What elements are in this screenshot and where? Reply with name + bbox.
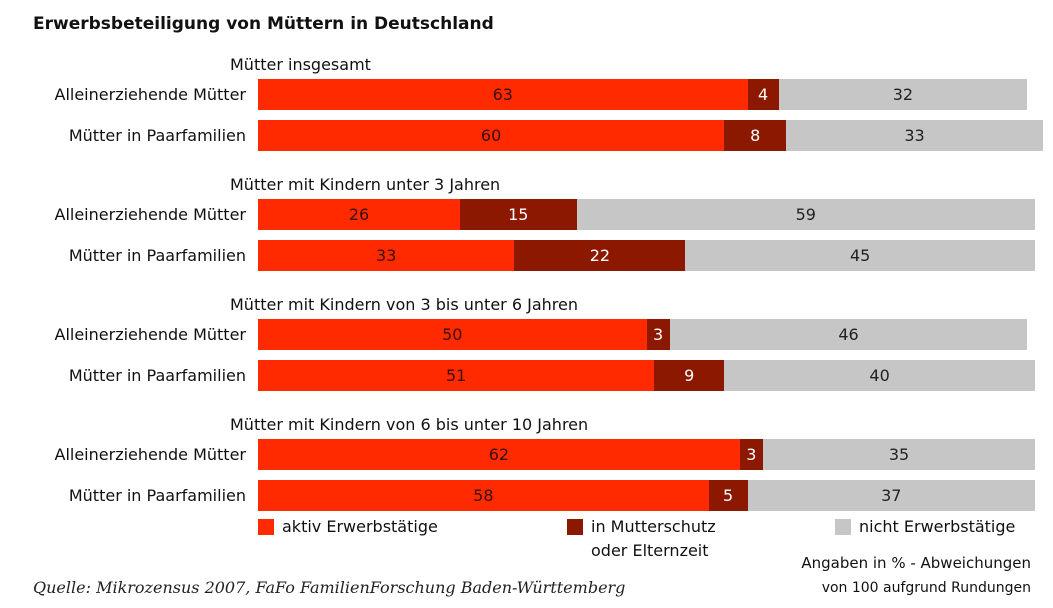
value-label: 62 bbox=[488, 445, 510, 464]
legend-swatch bbox=[835, 519, 851, 535]
value-label: 50 bbox=[442, 325, 463, 344]
group-title: Mütter mit Kindern von 6 bis unter 10 Ja… bbox=[230, 415, 589, 434]
category-label: Alleinerziehende Mütter bbox=[54, 85, 247, 104]
bar-segment: 51 bbox=[258, 360, 655, 391]
category-label: Alleinerziehende Mütter bbox=[54, 445, 247, 464]
bar-segment: 33 bbox=[258, 240, 515, 271]
value-label: 3 bbox=[653, 325, 664, 344]
group-title: Mütter insgesamt bbox=[230, 55, 371, 74]
value-label: 4 bbox=[757, 85, 769, 104]
bar-segment: 59 bbox=[576, 199, 1035, 230]
legend-label: nicht Erwerbstätige bbox=[859, 517, 1016, 536]
legend-label: in Mutterschutz oder Elternzeit bbox=[591, 517, 716, 560]
value-label: 5 bbox=[722, 486, 734, 505]
value-label: 46 bbox=[838, 325, 859, 344]
bar-segment: 62 bbox=[258, 439, 740, 470]
value-label: 40 bbox=[869, 366, 890, 385]
value-label: 33 bbox=[376, 246, 397, 265]
bar-segment: 45 bbox=[685, 240, 1035, 271]
value-label: 15 bbox=[508, 205, 529, 224]
bar-segment: 15 bbox=[460, 199, 577, 230]
value-label: 37 bbox=[881, 486, 902, 505]
category-label: Mütter in Paarfamilien bbox=[68, 486, 246, 505]
bar-segment: 58 bbox=[258, 480, 709, 511]
value-label: 8 bbox=[750, 126, 761, 145]
bar-segment: 63 bbox=[258, 79, 748, 110]
legend-label: aktiv Erwerbstätige bbox=[282, 517, 438, 536]
category-label: Alleinerziehende Mütter bbox=[54, 205, 247, 224]
category-label: Mütter in Paarfamilien bbox=[68, 366, 246, 385]
bar-segment: 3 bbox=[739, 439, 764, 470]
value-label: 63 bbox=[492, 85, 513, 104]
category-label: Mütter in Paarfamilien bbox=[68, 126, 246, 145]
legend-swatch bbox=[567, 519, 583, 535]
note: Angaben in % - Abweichungen bbox=[801, 554, 1031, 572]
chart-title: Erwerbsbeteiligung von Müttern in Deutsc… bbox=[33, 14, 494, 34]
bar-segment: 3 bbox=[646, 319, 670, 350]
bar-segment: 8 bbox=[724, 120, 787, 151]
value-label: 3 bbox=[746, 445, 757, 464]
bar-segment: 33 bbox=[786, 120, 1043, 151]
bar-segment: 9 bbox=[654, 360, 725, 391]
bar-segment: 40 bbox=[724, 360, 1035, 391]
category-label: Alleinerziehende Mütter bbox=[54, 325, 247, 344]
bar-segment: 26 bbox=[258, 199, 461, 230]
bar-segment: 46 bbox=[669, 319, 1028, 350]
value-label: 45 bbox=[849, 246, 871, 265]
category-label: Mütter in Paarfamilien bbox=[68, 246, 246, 265]
value-label: 9 bbox=[684, 366, 695, 385]
value-label: 26 bbox=[348, 205, 370, 224]
bar-segment: 32 bbox=[778, 79, 1028, 110]
bar-segment: 4 bbox=[747, 79, 779, 110]
group-title: Mütter mit Kindern unter 3 Jahren bbox=[230, 175, 501, 194]
value-label: 33 bbox=[904, 126, 925, 145]
value-label: 60 bbox=[480, 126, 502, 145]
bar-segment: 5 bbox=[708, 480, 748, 511]
bar-segment: 50 bbox=[258, 319, 647, 350]
value-label: 51 bbox=[445, 366, 467, 385]
value-label: 58 bbox=[473, 486, 494, 505]
legend-swatch bbox=[258, 519, 274, 535]
value-label: 35 bbox=[888, 445, 910, 464]
bar-segment: 35 bbox=[763, 439, 1035, 470]
source: Quelle: Mikrozensus 2007, FaFo FamilienF… bbox=[33, 578, 626, 597]
bar-segment: 37 bbox=[747, 480, 1035, 511]
note: von 100 aufgrund Rundungen bbox=[821, 580, 1031, 596]
value-label: 32 bbox=[892, 85, 914, 104]
value-label: 22 bbox=[589, 246, 611, 265]
group-title: Mütter mit Kindern von 3 bis unter 6 Jah… bbox=[230, 295, 578, 314]
value-label: 59 bbox=[795, 205, 816, 224]
bar-segment: 60 bbox=[258, 120, 725, 151]
bar-segment: 22 bbox=[514, 240, 686, 271]
